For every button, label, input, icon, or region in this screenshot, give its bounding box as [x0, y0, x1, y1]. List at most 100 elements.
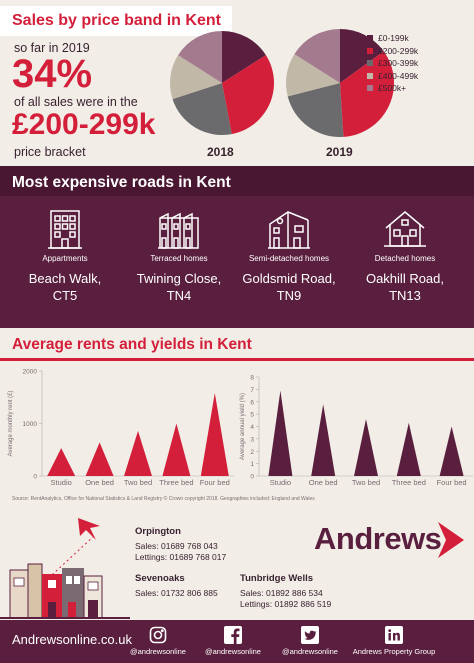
x-tick-label: Three bed: [159, 478, 193, 487]
pie-2019-slice-1: [340, 51, 394, 137]
legend-label: £300-399k: [378, 58, 419, 69]
road-card-apartments: Appartments Beach Walk, CT5: [6, 208, 124, 303]
logo-chevron-icon: [438, 522, 464, 558]
contacts-section: Orpington Sales: 01689 768 043 Lettings:…: [0, 516, 474, 620]
yield-chart: 0 1 2 3 4 5 6 7 8 Average annual yield (%) Studio O…: [240, 375, 473, 487]
bar-triangle: [47, 448, 76, 476]
office-tunbridge-wells: Tunbridge Wells Sales: 01892 886 534 Let…: [240, 573, 331, 610]
pie-2018-slice-0: [222, 31, 266, 83]
office-phone-lettings[interactable]: Lettings: 01689 768 017: [135, 552, 227, 562]
y-tick-label: 2: [250, 449, 254, 456]
office-phone-sales[interactable]: Sales: 01892 886 534: [240, 588, 323, 598]
road-card-terraced: Terraced homes Twining Close, TN4: [120, 208, 238, 303]
road-kind: Terraced homes: [150, 254, 208, 263]
price-band-section: Sales by price band in Kent so far in 20…: [0, 0, 474, 166]
legend-swatch: [367, 35, 373, 42]
rents-yields-title: Average rents and yields in Kent: [12, 336, 252, 353]
legend-label: £500k+: [378, 83, 407, 94]
x-tick-label: Studio: [51, 478, 72, 487]
rents-yields-section: Average rents and yields in Kent 0 1000 20…: [0, 328, 474, 516]
social-instagram[interactable]: @andrewsonline: [116, 626, 200, 656]
bar-triangle: [311, 404, 336, 476]
pie-2019-label: 2019: [326, 145, 353, 159]
office-phone-sales[interactable]: Sales: 01689 768 043: [135, 541, 218, 551]
y-tick-label: 2000: [23, 369, 38, 376]
road-postcode: TN9: [276, 288, 302, 303]
bar-triangle: [162, 423, 191, 476]
price-band-intro: so far in 2019: [14, 41, 90, 55]
semi-detached-house-icon: [268, 211, 310, 249]
legend-item: £200-299k: [367, 45, 418, 58]
y-tick-label: 4: [250, 424, 254, 431]
expensive-roads-section: Most expensive roads in Kent Appartments…: [0, 166, 474, 328]
price-band-title: Sales by price band in Kent: [12, 12, 221, 29]
pie-2018-slice-1: [222, 55, 274, 135]
facebook-icon: [224, 626, 242, 644]
andrews-logo: Andrews: [314, 521, 442, 556]
bar-triangle: [396, 422, 421, 476]
x-tick-label: Four bed: [437, 478, 467, 487]
x-tick-label: One bed: [85, 478, 114, 487]
bar-triangle: [85, 442, 114, 476]
social-handle: Andrews Property Group: [352, 647, 436, 656]
road-card-semi-detached: Semi-detached homes Goldsmid Road, TN9: [230, 208, 348, 303]
bar-triangle: [354, 419, 378, 476]
legend-label: £400-499k: [378, 70, 419, 81]
office-name: Sevenoaks: [135, 573, 185, 584]
social-facebook[interactable]: @andrewsonline: [191, 626, 275, 656]
pie-2018-label: 2018: [207, 145, 234, 159]
pie-2019-slice-4: [294, 28, 340, 83]
bar-triangle: [439, 426, 464, 476]
pie-2019-slice-3: [286, 54, 340, 97]
office-orpington: Orpington Sales: 01689 768 043 Lettings:…: [135, 526, 226, 563]
road-card-detached: Detached homes Oakhill Road, TN13: [346, 208, 464, 303]
x-tick-label: Four bed: [200, 478, 230, 487]
road-kind: Appartments: [42, 254, 88, 263]
linkedin-icon: [385, 626, 403, 644]
legend-swatch: [367, 47, 373, 54]
road-postcode: TN4: [166, 288, 192, 303]
office-phone-lettings[interactable]: Lettings: 01892 886 519: [240, 599, 332, 609]
legend-label: £200-299k: [378, 45, 419, 56]
expensive-roads-title: Most expensive roads in Kent: [12, 174, 231, 191]
social-twitter[interactable]: @andrewsonline: [268, 626, 352, 656]
road-kind: Semi-detached homes: [248, 254, 330, 263]
office-sevenoaks: Sevenoaks Sales: 01732 806 885: [135, 573, 218, 599]
street-illustration: [0, 518, 130, 619]
legend-swatch: [367, 72, 373, 79]
price-band-outro: price bracket: [14, 145, 86, 159]
road-name: Beach Walk,: [28, 271, 102, 286]
road-name: Twining Close,: [136, 271, 222, 286]
price-band-percent: 34%: [12, 52, 93, 96]
bar-triangle: [268, 390, 293, 476]
y-tick-label: 7: [250, 387, 254, 394]
legend-swatch: [367, 60, 373, 67]
legend-item: £400-499k: [367, 70, 418, 83]
y-tick-label: 5: [250, 412, 254, 419]
x-tick-label: Studio: [270, 478, 291, 487]
bar-triangle: [124, 430, 152, 476]
legend-label: £0-199k: [378, 33, 409, 44]
source-note: Source: RentAnalytics, Office for Nation…: [12, 496, 315, 502]
price-band-middle-text: of all sales were in the: [14, 95, 138, 109]
x-tick-label: Three bed: [392, 478, 426, 487]
red-arrow-shape: [78, 518, 100, 540]
road-name: Oakhill Road,: [365, 271, 445, 286]
footer: Andrewsonline.co.uk @andrewsonline @andr…: [0, 620, 474, 663]
office-name: Orpington: [135, 526, 181, 537]
y-axis-label: Average annual yield (%): [240, 393, 246, 460]
legend-item: £0-199k: [367, 32, 418, 45]
pie-charts: [170, 28, 394, 137]
y-tick-label: 8: [250, 375, 254, 382]
price-band-legend: £0-199k £200-299k £300-399k £400-499k £500k+: [367, 32, 418, 95]
social-linkedin[interactable]: Andrews Property Group: [348, 626, 440, 656]
road-name: Goldsmid Road,: [242, 271, 336, 286]
road-postcode: TN13: [389, 288, 421, 303]
road-postcode: CT5: [52, 288, 78, 303]
office-phone-sales[interactable]: Sales: 01732 806 885: [135, 588, 218, 598]
website-link[interactable]: Andrewsonline.co.uk: [12, 632, 132, 647]
terraced-houses-icon: [158, 212, 199, 249]
office-name: Tunbridge Wells: [240, 573, 314, 584]
x-tick-label: Two bed: [124, 478, 152, 487]
